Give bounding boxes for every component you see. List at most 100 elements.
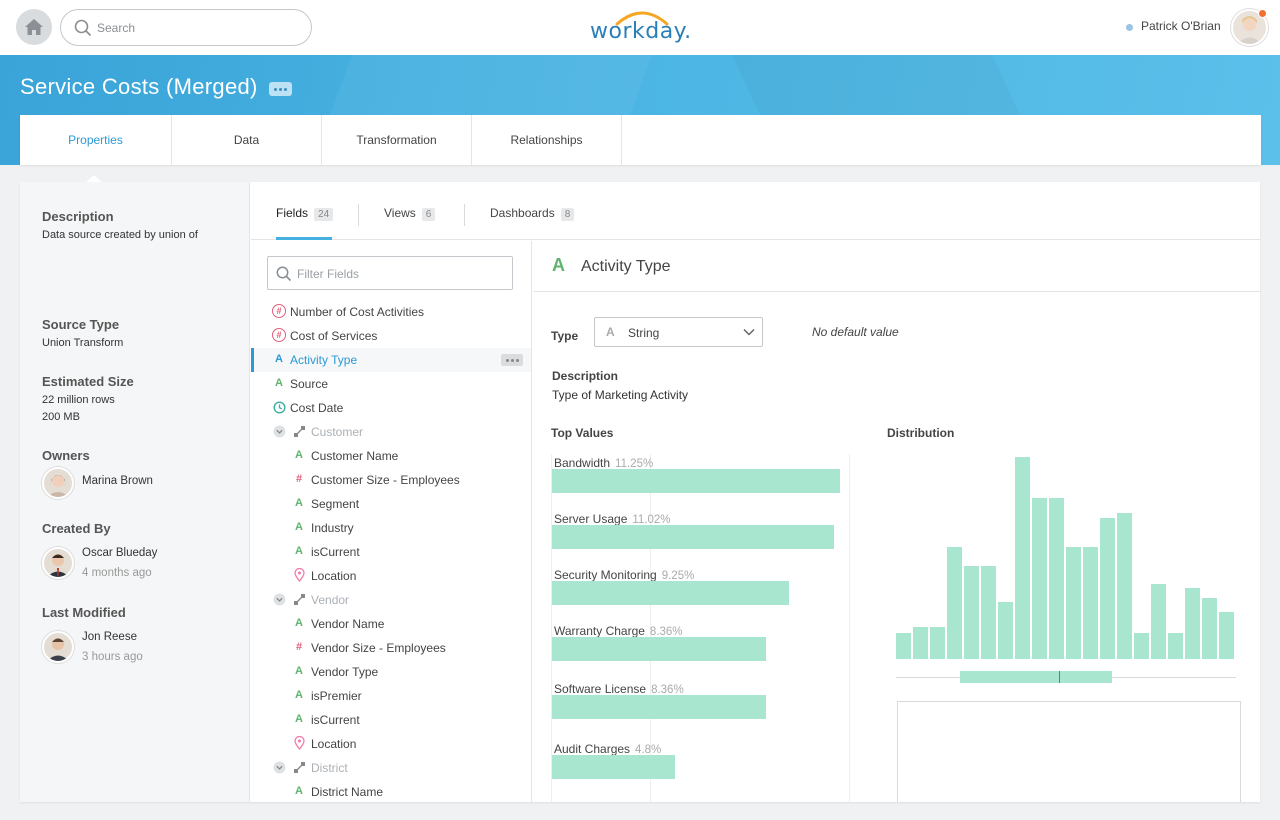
subtab-views[interactable]: Views 6: [384, 206, 436, 221]
chevron-down-icon: [743, 328, 755, 336]
distribution-bar[interactable]: [1015, 457, 1030, 659]
user-status-dot: [1126, 24, 1133, 31]
last-modified-time: 3 hours ago: [82, 651, 143, 663]
field-item-selected[interactable]: A Activity Type: [251, 348, 531, 372]
distribution-range-slider[interactable]: [960, 671, 1112, 683]
owner[interactable]: Marina Brown: [42, 467, 242, 503]
filter-box[interactable]: [267, 256, 513, 290]
title-menu-button[interactable]: [269, 82, 292, 96]
notification-dot[interactable]: [1258, 9, 1267, 18]
field-item[interactable]: # Customer Size - Employees: [251, 468, 531, 492]
top-value-bar[interactable]: [552, 755, 675, 779]
field-item[interactable]: # Cost of Services: [251, 324, 531, 348]
distribution-bar[interactable]: [1049, 498, 1064, 659]
chevron-down-icon[interactable]: [272, 592, 286, 606]
created-by-name: Oscar Blueday: [82, 547, 158, 559]
distribution-bar[interactable]: [1134, 633, 1149, 659]
type-select[interactable]: A String: [594, 317, 763, 347]
distribution-bar[interactable]: [1202, 598, 1217, 659]
distribution-bar[interactable]: [1219, 612, 1234, 659]
top-value-name: Server Usage: [554, 512, 628, 526]
distribution-bar[interactable]: [1083, 547, 1098, 659]
field-item[interactable]: A isCurrent: [251, 708, 531, 732]
top-value-bar[interactable]: [552, 637, 766, 661]
top-value-name: Software License: [554, 682, 647, 696]
workday-logo[interactable]: workday.: [590, 6, 694, 50]
field-item[interactable]: A isPremier: [251, 684, 531, 708]
modifier-avatar-icon: [47, 638, 69, 661]
source-type-label: Source Type: [42, 317, 120, 332]
distribution-bar[interactable]: [1185, 588, 1200, 659]
field-item[interactable]: A Source: [251, 372, 531, 396]
type-label: Type: [551, 329, 579, 343]
top-value-label: Server Usage 11.02%: [554, 512, 671, 526]
top-value-bar[interactable]: [552, 581, 789, 605]
distribution-bar[interactable]: [947, 547, 962, 659]
distribution-bar[interactable]: [896, 633, 911, 659]
field-item[interactable]: A isCurrent: [251, 540, 531, 564]
field-item[interactable]: Cost Date: [251, 396, 531, 420]
tab-transformation[interactable]: Transformation: [322, 115, 472, 165]
top-value-name: Security Monitoring: [554, 568, 657, 582]
field-group-vendor[interactable]: Vendor: [251, 588, 531, 612]
top-value-bar[interactable]: [552, 469, 840, 493]
top-values-chart: Bandwidth 11.25% Server Usage 11.02% Securit…: [551, 454, 851, 802]
link-icon: [292, 592, 306, 606]
chevron-down-icon[interactable]: [272, 760, 286, 774]
distribution-bar[interactable]: [1032, 498, 1047, 659]
field-group-district[interactable]: District: [251, 756, 531, 780]
top-value-bar[interactable]: [552, 525, 834, 549]
distribution-bar[interactable]: [1117, 513, 1132, 659]
tab-relationships[interactable]: Relationships: [472, 115, 622, 165]
field-item[interactable]: A Vendor Name: [251, 612, 531, 636]
tab-data[interactable]: Data: [172, 115, 322, 165]
distribution-range-handle[interactable]: [1059, 671, 1060, 683]
field-item[interactable]: A Customer Name: [251, 444, 531, 468]
link-icon: [292, 424, 306, 438]
top-value-percent: 9.25%: [661, 570, 695, 582]
last-modified-label: Last Modified: [42, 605, 126, 620]
search-input[interactable]: [97, 18, 297, 38]
avatar: [42, 467, 74, 499]
logo-arc-icon: [615, 11, 669, 26]
user-name[interactable]: Patrick O'Brian: [1141, 19, 1221, 33]
content-card: Description Data source created by union…: [20, 182, 1260, 802]
distribution-bar[interactable]: [913, 627, 928, 659]
field-item[interactable]: # Vendor Size - Employees: [251, 636, 531, 660]
subtab-fields[interactable]: Fields 24: [276, 206, 334, 221]
distribution-bar[interactable]: [964, 566, 979, 659]
top-value-label: Software License 8.36%: [554, 682, 684, 696]
chevron-down-icon[interactable]: [272, 424, 286, 438]
last-modified[interactable]: Jon Reese 3 hours ago: [42, 631, 242, 667]
text-a-icon: A: [295, 545, 303, 557]
field-item[interactable]: A Segment: [251, 492, 531, 516]
distribution-bar[interactable]: [1066, 547, 1081, 659]
field-item[interactable]: Location: [251, 732, 531, 756]
created-by[interactable]: Oscar Blueday 4 months ago: [42, 547, 242, 583]
field-item[interactable]: # Number of Cost Activities: [251, 300, 531, 324]
field-menu-button[interactable]: [501, 354, 523, 366]
text-a-icon: A: [295, 713, 303, 725]
field-group-customer[interactable]: Customer: [251, 420, 531, 444]
distribution-bar[interactable]: [1100, 518, 1115, 659]
field-item[interactable]: A District Name: [251, 780, 531, 802]
search-icon: [74, 19, 92, 37]
top-value-bar[interactable]: [552, 695, 766, 719]
filter-input[interactable]: [297, 265, 497, 283]
distribution-bar[interactable]: [998, 602, 1013, 659]
text-a-icon: A: [295, 617, 303, 629]
distribution-bar[interactable]: [930, 627, 945, 659]
distribution-bar[interactable]: [981, 566, 996, 659]
estimated-mb: 200 MB: [42, 411, 80, 423]
subtab-dashboards[interactable]: Dashboards 8: [490, 206, 575, 221]
home-button[interactable]: [16, 9, 52, 45]
field-item[interactable]: A Vendor Type: [251, 660, 531, 684]
search-box[interactable]: [60, 9, 312, 46]
distribution-bar[interactable]: [1168, 633, 1183, 659]
tab-properties[interactable]: Properties: [20, 115, 172, 165]
distribution-bar[interactable]: [1151, 584, 1166, 659]
text-a-icon: A: [295, 449, 303, 461]
field-item[interactable]: Location: [251, 564, 531, 588]
description-label: Description: [552, 369, 619, 383]
field-item[interactable]: A Industry: [251, 516, 531, 540]
